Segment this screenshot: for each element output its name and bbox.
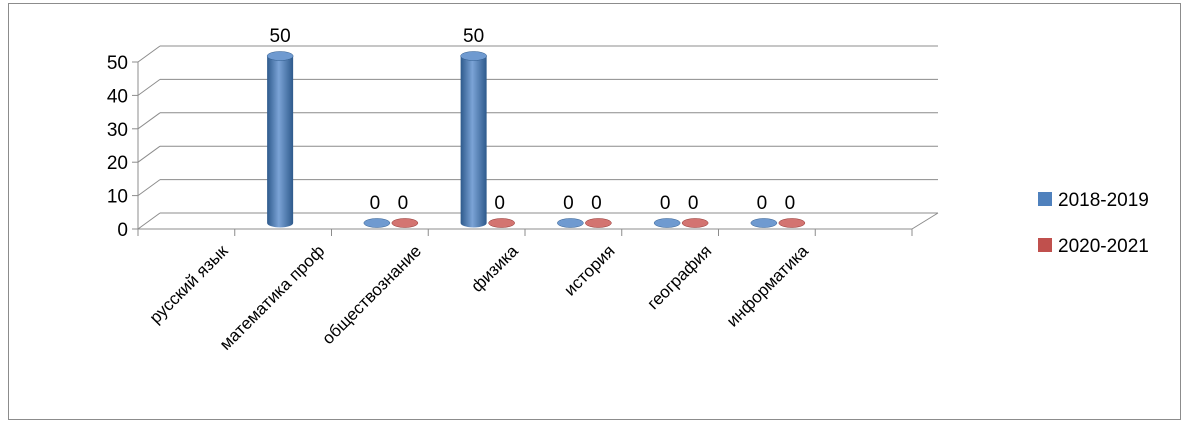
data-label: 0 bbox=[785, 193, 796, 214]
bar-top-2020-2021 bbox=[681, 218, 709, 228]
bar-top-2018-2019 bbox=[750, 218, 778, 228]
data-label: 0 bbox=[398, 193, 409, 214]
side-gridline bbox=[137, 179, 161, 197]
bar-top-2018-2019 bbox=[266, 51, 294, 61]
bar-top-2018-2019 bbox=[363, 218, 391, 228]
legend-swatch bbox=[1038, 238, 1052, 252]
data-label: 0 bbox=[591, 193, 602, 214]
bar-2018-2019 bbox=[267, 56, 294, 228]
y-tick-label: 0 bbox=[117, 220, 128, 241]
bar-top-2020-2021 bbox=[488, 218, 515, 228]
chart-border bbox=[8, 3, 1181, 420]
data-label: 0 bbox=[757, 193, 768, 214]
side-gridline bbox=[137, 45, 161, 63]
y-tick-label: 40 bbox=[107, 86, 128, 107]
side-gridline bbox=[137, 212, 161, 230]
side-gridline bbox=[137, 78, 161, 96]
data-label: 0 bbox=[563, 193, 574, 214]
bars bbox=[266, 51, 806, 228]
y-tick-label: 50 bbox=[107, 53, 128, 74]
legend-label: 2018-2019 bbox=[1058, 190, 1149, 211]
bar-2018-2019 bbox=[460, 56, 487, 228]
data-label: 0 bbox=[370, 193, 381, 214]
bar-top-2020-2021 bbox=[391, 218, 419, 228]
bar-top-2018-2019 bbox=[460, 51, 487, 61]
data-label: 0 bbox=[660, 193, 671, 214]
data-label: 0 bbox=[688, 193, 699, 214]
bar-top-2020-2021 bbox=[778, 218, 806, 228]
side-gridline bbox=[137, 145, 161, 163]
bar-top-2018-2019 bbox=[557, 218, 584, 228]
data-label: 50 bbox=[270, 26, 291, 47]
bar-top-2020-2021 bbox=[585, 218, 612, 228]
y-tick-label: 30 bbox=[107, 120, 128, 141]
data-label: 0 bbox=[494, 193, 505, 214]
legend: 2018-2019 2020-2021 bbox=[1038, 190, 1149, 257]
legend-swatch bbox=[1038, 192, 1052, 206]
y-tick-label: 10 bbox=[107, 187, 128, 208]
legend-label: 2020-2021 bbox=[1058, 236, 1149, 257]
data-label: 50 bbox=[463, 26, 484, 47]
floor-right-edge bbox=[911, 212, 939, 230]
side-gridline bbox=[137, 112, 161, 130]
y-tick-label: 20 bbox=[107, 153, 128, 174]
bar-top-2018-2019 bbox=[653, 218, 681, 228]
